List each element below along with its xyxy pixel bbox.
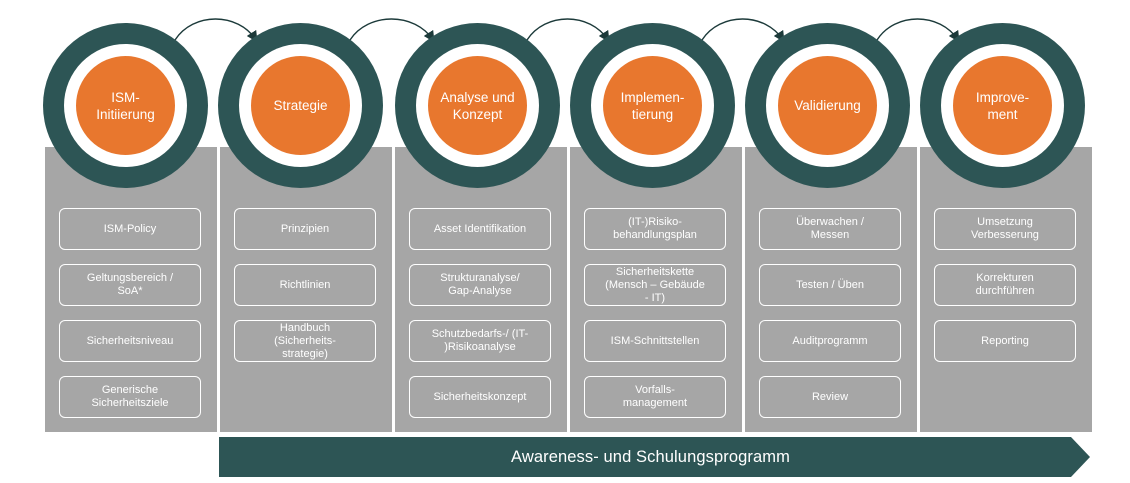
phase-item-box: Auditprogramm bbox=[759, 320, 901, 362]
phase-ring: Validierung bbox=[745, 23, 910, 188]
phase-title: Implemen- tierung bbox=[620, 89, 685, 122]
phase-ring: Strategie bbox=[218, 23, 383, 188]
phase-item-label: Sicherheitskonzept bbox=[433, 390, 527, 403]
phase-item-label: Sicherheitskette (Mensch – Gebäude - IT) bbox=[605, 265, 705, 304]
phase-connector-arrow bbox=[174, 18, 258, 43]
phase-item-box: Richtlinien bbox=[234, 264, 376, 306]
phase-item-label: ISM-Policy bbox=[103, 222, 157, 235]
phase-item-label: Korrekturen durchführen bbox=[975, 272, 1035, 297]
phase-item-box: Geltungsbereich / SoA* bbox=[59, 264, 201, 306]
phase-item-label: (IT-)Risiko- behandlungsplan bbox=[613, 216, 697, 241]
awareness-banner-label: Awareness- und Schulungsprogramm bbox=[511, 447, 790, 466]
phase-connector-arrow bbox=[876, 18, 960, 43]
phase-item-label: Richtlinien bbox=[279, 278, 331, 291]
phase-item-box: Sicherheitskonzept bbox=[409, 376, 551, 418]
phase-title-circle: Analyse und Konzept bbox=[428, 56, 527, 155]
phase-item-label: Reporting bbox=[981, 334, 1029, 347]
phase-title: Improve- ment bbox=[975, 89, 1030, 122]
phase-ring: Improve- ment bbox=[920, 23, 1085, 188]
phase-item-box: Sicherheitskette (Mensch – Gebäude - IT) bbox=[584, 264, 726, 306]
phase-panel bbox=[570, 147, 742, 432]
phase-item-label: Testen / Üben bbox=[796, 278, 864, 291]
phase-ring: ISM- Initiierung bbox=[43, 23, 208, 188]
phase-title: ISM- Initiierung bbox=[96, 89, 155, 122]
phase-ring: Analyse und Konzept bbox=[395, 23, 560, 188]
phase-title-circle: Implemen- tierung bbox=[603, 56, 702, 155]
phase-ring: Implemen- tierung bbox=[570, 23, 735, 188]
phase-title-circle: ISM- Initiierung bbox=[76, 56, 175, 155]
phase-connector-arrow bbox=[701, 18, 785, 43]
phase-item-label: Überwachen / Messen bbox=[796, 216, 864, 241]
phase-item-label: Review bbox=[811, 390, 849, 403]
phase-panel bbox=[395, 147, 567, 432]
phase-item-label: Generische Sicherheitsziele bbox=[91, 384, 169, 409]
phase-item-label: Auditprogramm bbox=[792, 334, 868, 347]
phase-item-box: ISM-Policy bbox=[59, 208, 201, 250]
phase-title: Validierung bbox=[794, 98, 861, 113]
phase-item-box: Testen / Üben bbox=[759, 264, 901, 306]
phase-item-box: Sicherheitsniveau bbox=[59, 320, 201, 362]
phase-item-label: Prinzipien bbox=[280, 222, 330, 235]
phase-item-label: Handbuch (Sicherheits- strategie) bbox=[274, 321, 336, 360]
phase-title: Analyse und Konzept bbox=[440, 89, 515, 122]
phase-item-box: Review bbox=[759, 376, 901, 418]
phase-title: Strategie bbox=[273, 98, 328, 113]
phase-item-box: Handbuch (Sicherheits- strategie) bbox=[234, 320, 376, 362]
phase-item-box: Schutzbedarfs-/ (IT- )Risikoanalyse bbox=[409, 320, 551, 362]
phase-title-circle: Improve- ment bbox=[953, 56, 1052, 155]
phase-item-box: Vorfalls- management bbox=[584, 376, 726, 418]
phase-item-label: Strukturanalyse/ Gap-Analyse bbox=[440, 272, 520, 297]
phase-item-label: Umsetzung Verbesserung bbox=[971, 216, 1039, 241]
phase-item-box: Asset Identifikation bbox=[409, 208, 551, 250]
phase-item-box: Strukturanalyse/ Gap-Analyse bbox=[409, 264, 551, 306]
phase-panel bbox=[745, 147, 917, 432]
awareness-banner-arrow: Awareness- und Schulungsprogramm bbox=[219, 437, 1090, 477]
phase-panel bbox=[920, 147, 1092, 432]
phase-item-box: Reporting bbox=[934, 320, 1076, 362]
phase-connector-arrow bbox=[349, 18, 435, 43]
phase-panel bbox=[220, 147, 392, 432]
phase-item-box: Korrekturen durchführen bbox=[934, 264, 1076, 306]
phase-title-circle: Validierung bbox=[778, 56, 877, 155]
phase-item-label: Schutzbedarfs-/ (IT- )Risikoanalyse bbox=[431, 328, 529, 353]
phase-item-box: Prinzipien bbox=[234, 208, 376, 250]
phase-item-label: Asset Identifikation bbox=[433, 222, 527, 235]
phase-item-box: Überwachen / Messen bbox=[759, 208, 901, 250]
phase-panel bbox=[45, 147, 217, 432]
phase-item-box: Generische Sicherheitsziele bbox=[59, 376, 201, 418]
phase-item-label: Geltungsbereich / SoA* bbox=[86, 272, 174, 297]
phase-item-box: (IT-)Risiko- behandlungsplan bbox=[584, 208, 726, 250]
phase-title-circle: Strategie bbox=[251, 56, 350, 155]
phase-connector-arrow bbox=[526, 18, 610, 43]
phase-item-label: Vorfalls- management bbox=[622, 384, 688, 409]
phase-item-box: Umsetzung Verbesserung bbox=[934, 208, 1076, 250]
phase-item-label: ISM-Schnittstellen bbox=[610, 334, 700, 347]
phase-item-label: Sicherheitsniveau bbox=[86, 334, 174, 347]
phase-item-box: ISM-Schnittstellen bbox=[584, 320, 726, 362]
